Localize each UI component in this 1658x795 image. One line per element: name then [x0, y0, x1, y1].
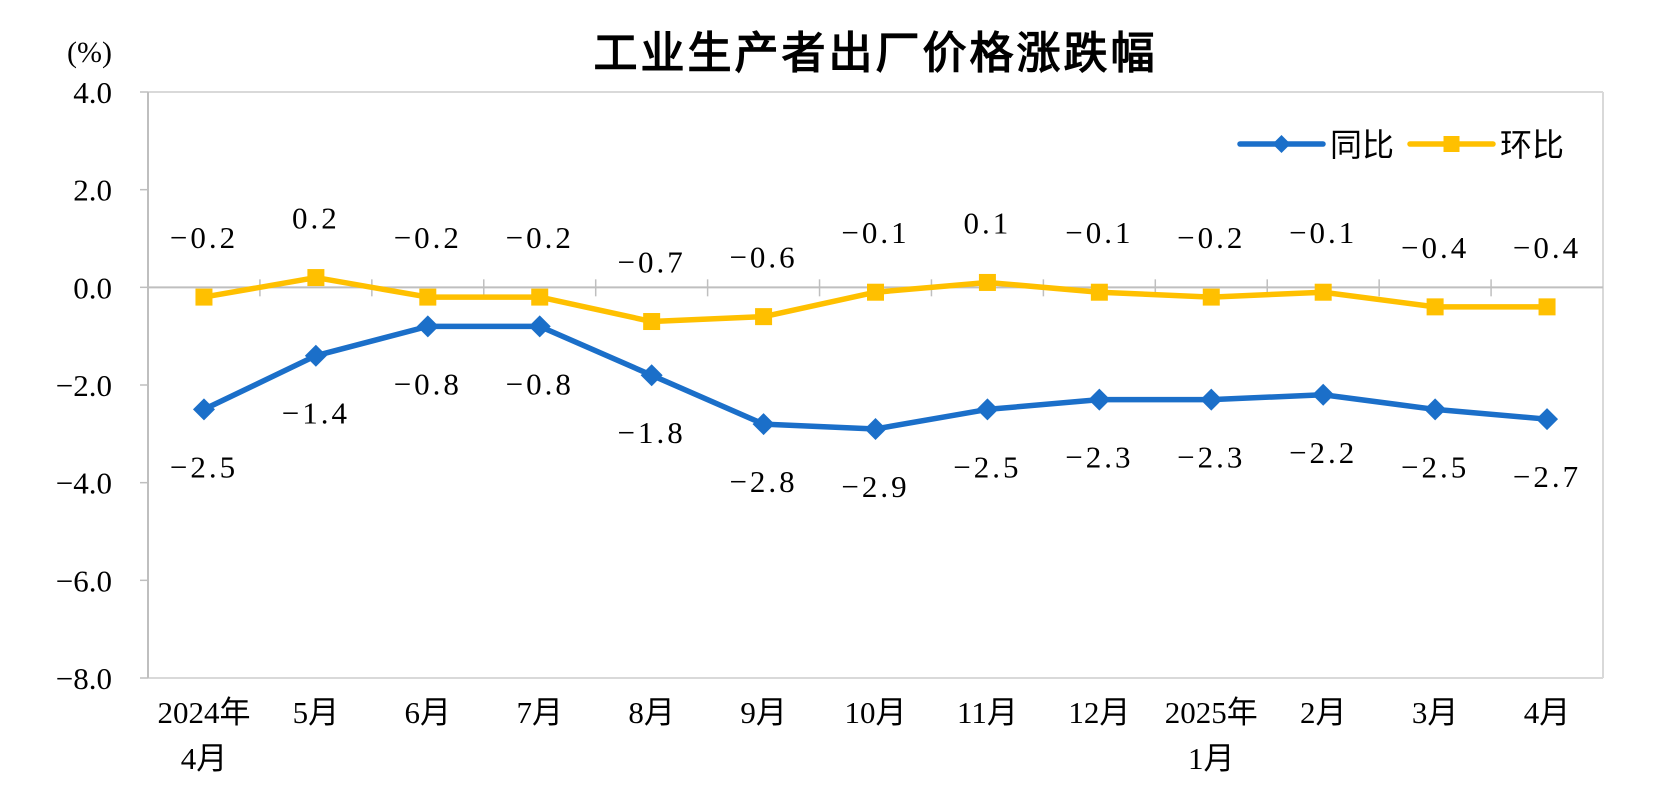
x-axis-label: 2月 [1300, 695, 1347, 730]
y-tick-label: −2.0 [56, 368, 112, 403]
series-mom: −0.2 0.2 −0.2 −0.2 −0.7 −0.6 −0.1 0.1 −0.1 −0.2 −0… [170, 201, 1581, 331]
data-point-label: −1.8 [618, 415, 686, 450]
data-point-label: −2.8 [729, 464, 797, 499]
x-axis-label: 5月 [293, 695, 340, 730]
legend: 同比 环比 [1237, 127, 1564, 163]
data-point-marker [978, 273, 996, 291]
data-point-marker [307, 269, 325, 287]
y-tick-label: 0.0 [73, 270, 112, 305]
data-point-label: −1.4 [282, 396, 350, 431]
data-point-marker [531, 288, 549, 306]
x-axis-label: 11月 [957, 695, 1018, 730]
data-point-label: −0.8 [506, 366, 574, 401]
data-point-label: −2.5 [170, 449, 238, 484]
x-axis-label: 3月 [1412, 695, 1459, 730]
data-point-marker [752, 413, 775, 436]
y-tick-label: 4.0 [73, 75, 112, 110]
data-point-marker [1426, 298, 1444, 316]
legend-marker [1443, 136, 1460, 152]
x-axis-label: 7月 [516, 695, 563, 730]
data-point-label: −0.8 [394, 366, 462, 401]
data-point-label: 0.1 [964, 205, 1012, 240]
data-point-label: −2.2 [1289, 435, 1357, 470]
x-axis-label: 4月 [181, 741, 228, 776]
data-point-marker [416, 315, 439, 338]
data-point-marker [640, 364, 663, 387]
legend-item-yoy: 同比 [1237, 127, 1394, 163]
data-point-marker [1088, 388, 1111, 411]
data-point-marker [1312, 383, 1335, 406]
data-point-marker [976, 398, 999, 421]
data-point-label: −0.2 [506, 220, 574, 255]
legend-item-mom: 环比 [1407, 127, 1564, 163]
data-point-marker [1314, 283, 1332, 301]
data-point-label: −0.7 [618, 245, 686, 280]
data-point-marker [1424, 398, 1447, 421]
data-point-marker [528, 315, 551, 338]
series-yoy: −2.5 −1.4 −0.8 −0.8 −1.8 −2.8 −2.9 −2.5 −2.3 −2.3… [170, 315, 1581, 504]
y-axis-unit-label: (%) [67, 36, 112, 69]
x-axis-label: 9月 [740, 695, 787, 730]
data-point-marker [1536, 408, 1559, 431]
data-point-marker [1538, 298, 1556, 316]
data-point-marker [643, 313, 661, 331]
legend-label: 同比 [1330, 127, 1394, 163]
data-point-marker [192, 398, 215, 421]
data-point-label: −2.5 [1401, 449, 1469, 484]
chart-title: 工业生产者出厂价格涨跌幅 [593, 29, 1158, 78]
data-point-label: −2.3 [1065, 440, 1133, 475]
data-point-marker [867, 283, 884, 301]
legend-marker [1272, 135, 1291, 153]
x-axis-label: 10月 [845, 695, 907, 730]
data-point-label: −0.6 [729, 240, 797, 275]
data-point-marker [755, 308, 773, 326]
legend-label: 环比 [1500, 127, 1564, 163]
data-point-label: −2.9 [841, 469, 909, 504]
data-point-label: 0.2 [292, 201, 340, 236]
data-point-label: −0.4 [1513, 230, 1581, 265]
data-point-label: −2.7 [1513, 459, 1581, 494]
y-tick-label: 2.0 [73, 173, 112, 208]
data-point-label: −0.2 [394, 220, 462, 255]
data-point-marker [1202, 288, 1220, 306]
data-point-label: −0.1 [841, 215, 909, 250]
data-point-label: −2.5 [953, 449, 1021, 484]
data-point-marker [304, 344, 327, 367]
data-point-label: −0.2 [170, 220, 238, 255]
data-point-marker [1200, 388, 1223, 411]
data-point-marker [864, 417, 887, 440]
data-point-label: −2.3 [1177, 440, 1245, 475]
data-point-label: −0.4 [1401, 230, 1469, 265]
data-point-label: −0.2 [1177, 220, 1245, 255]
y-tick-label: −8.0 [56, 661, 112, 696]
x-axis-label: 1月 [1188, 741, 1235, 776]
y-tick-label: −4.0 [56, 466, 112, 501]
x-axis-label: 2024年 [157, 695, 250, 730]
x-axis-label: 6月 [405, 695, 452, 730]
data-point-label: −0.1 [1289, 215, 1357, 250]
data-point-marker [1090, 283, 1108, 301]
x-axis-label: 12月 [1068, 695, 1130, 730]
data-point-marker [195, 288, 213, 306]
data-point-label: −0.1 [1065, 215, 1133, 250]
x-axis-label: 8月 [628, 695, 675, 730]
y-tick-label: −6.0 [56, 563, 112, 598]
x-axis-label: 4月 [1524, 695, 1571, 730]
data-point-marker [419, 288, 437, 306]
x-axis-label: 2025年 [1165, 695, 1258, 730]
